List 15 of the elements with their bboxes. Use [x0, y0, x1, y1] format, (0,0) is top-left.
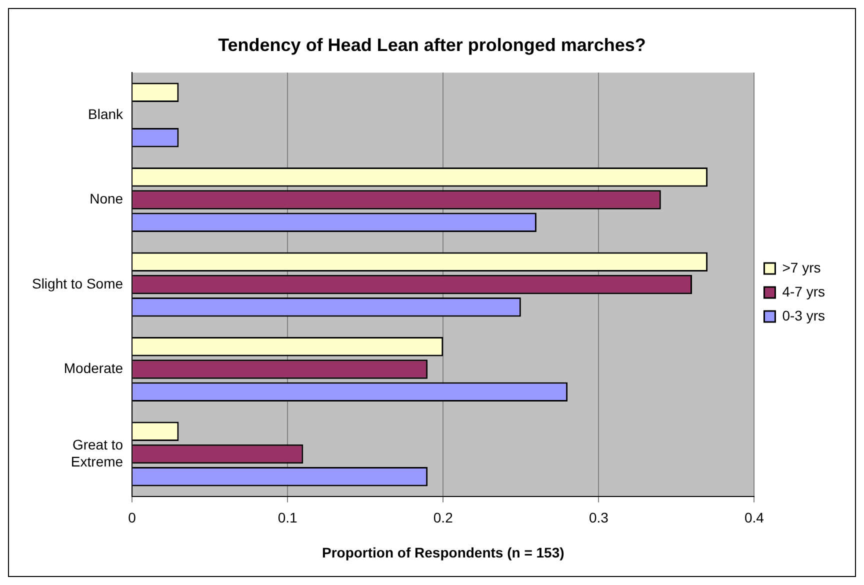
- x-tick-label: 0.1: [278, 510, 298, 526]
- y-tick-label: Great to Extreme: [70, 436, 124, 470]
- x-tick-label: 0.2: [433, 510, 454, 526]
- legend-label: 0-3 yrs: [782, 307, 826, 324]
- y-tick-label: None: [90, 190, 124, 207]
- legend-label: >7 yrs: [782, 259, 821, 276]
- x-tick-label: 0.3: [588, 510, 609, 526]
- x-tick-label: 0: [128, 510, 136, 526]
- x-axis-title: Proportion of Respondents (n = 153): [322, 544, 564, 560]
- y-tick-label: Blank: [88, 106, 124, 122]
- y-tick-label: Moderate: [64, 360, 124, 376]
- chart-title: Tendency of Head Lean after prolonged marches?: [218, 34, 646, 55]
- legend-label: 4-7 yrs: [782, 283, 826, 300]
- x-tick-label: 0.4: [744, 510, 764, 526]
- y-tick-label: Slight to Some: [32, 275, 124, 292]
